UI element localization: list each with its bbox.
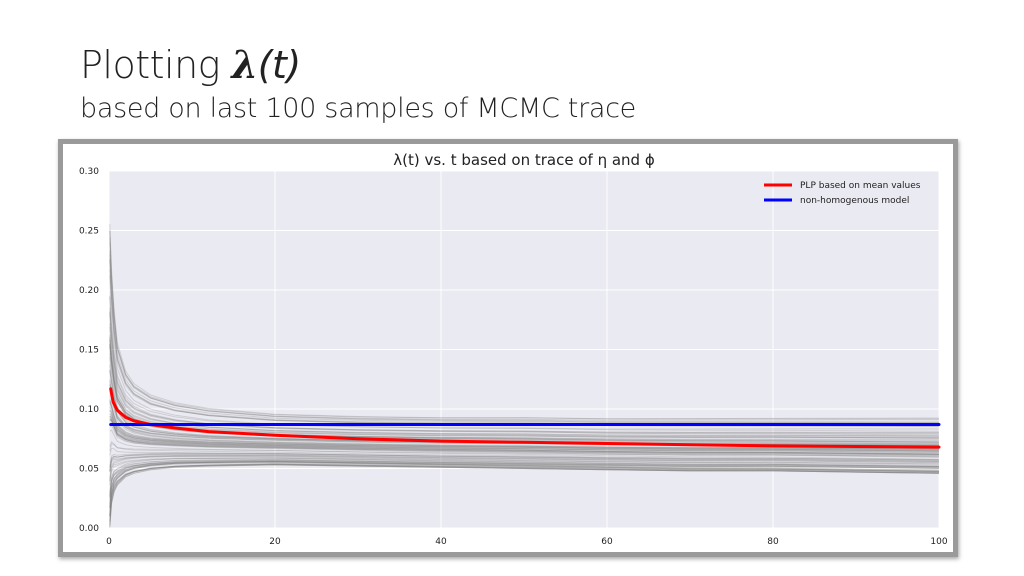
trace-line xyxy=(109,419,940,455)
trace-line xyxy=(109,406,940,453)
trace-line xyxy=(109,415,940,452)
trace-line xyxy=(109,440,940,461)
trace-line xyxy=(109,459,940,493)
trace-line xyxy=(109,452,940,467)
trace-line xyxy=(109,463,940,520)
legend-label: PLP based on mean values xyxy=(800,181,921,191)
x-tick-label: 100 xyxy=(930,537,947,547)
trace-line xyxy=(109,463,940,528)
y-tick-label: 0.25 xyxy=(79,227,99,237)
trace-line xyxy=(109,458,940,501)
x-tick-label: 80 xyxy=(767,537,779,547)
trace-line xyxy=(109,413,940,451)
trace-line xyxy=(109,419,940,452)
trace-line xyxy=(109,453,940,472)
trace-line xyxy=(109,453,940,471)
x-tick-label: 60 xyxy=(601,537,613,547)
trace-line xyxy=(109,344,940,439)
trace-line xyxy=(109,381,940,452)
trace-line xyxy=(109,460,940,517)
trace-line xyxy=(109,463,940,523)
trace-line xyxy=(109,462,940,509)
trace-line xyxy=(109,461,940,497)
trace-line xyxy=(109,415,940,458)
x-tick-label: 40 xyxy=(435,537,447,547)
trace-line xyxy=(109,296,940,430)
trace-line xyxy=(109,237,940,420)
trace-line xyxy=(109,323,940,437)
y-tick-label: 0.20 xyxy=(79,286,99,296)
chart-title: λ(t) vs. t based on trace of η and ϕ xyxy=(393,151,655,169)
trace-line xyxy=(109,275,940,432)
trace-line xyxy=(109,410,940,450)
trace-line xyxy=(109,459,940,507)
trace-line xyxy=(109,313,940,439)
slide-title-arg: (t) xyxy=(257,43,302,87)
y-tick-label: 0.30 xyxy=(79,167,99,177)
trace-line xyxy=(109,334,940,438)
trace-line xyxy=(109,460,940,496)
trace-line xyxy=(109,464,940,528)
lambda-symbol: λ xyxy=(231,42,259,87)
trace-line xyxy=(109,461,940,508)
trace-line xyxy=(109,415,940,455)
trace-line xyxy=(109,457,940,482)
trace-line xyxy=(109,409,940,455)
trace-line xyxy=(109,457,940,486)
trace-line xyxy=(109,429,940,460)
lambda-chart: 0 20 40 60 80 100 0.00 0.05 0.10 0.15 0.20 0.25 0.30… xyxy=(79,151,948,547)
trace-line xyxy=(109,223,939,420)
trace-line xyxy=(109,326,940,437)
trace-line xyxy=(109,413,940,450)
trace-line xyxy=(109,447,940,462)
trace-line xyxy=(109,250,939,424)
trace-line xyxy=(109,461,940,498)
trace-line xyxy=(109,401,940,455)
trace-line xyxy=(109,455,940,482)
legend-label: non-homogenous model xyxy=(800,196,909,206)
series-line-plp-based-on-mean-values xyxy=(109,387,941,449)
trace-line xyxy=(109,390,940,450)
y-tick-label: 0.05 xyxy=(79,465,99,475)
trace-line xyxy=(109,419,940,456)
y-tick-label: 0.00 xyxy=(79,524,99,534)
x-tick-label: 0 xyxy=(106,537,112,547)
trace-line xyxy=(109,461,940,505)
x-tick-label: 20 xyxy=(269,537,281,547)
y-tick-label: 0.10 xyxy=(79,405,99,415)
trace-line xyxy=(109,230,940,424)
trace-line xyxy=(109,464,940,526)
trace-line xyxy=(109,311,940,435)
trace-line xyxy=(109,417,940,457)
slide-subtitle: based on last 100 samples of MCMC trace xyxy=(80,93,636,124)
trace-line xyxy=(109,464,940,516)
trace-line xyxy=(109,383,940,450)
trace-line xyxy=(109,443,940,457)
slide-title-prefix: Plotting xyxy=(80,43,232,87)
trace-line xyxy=(109,460,940,515)
trace-line xyxy=(109,454,940,480)
y-tick-label: 0.15 xyxy=(79,346,99,356)
trace-line xyxy=(109,454,940,468)
trace-line xyxy=(109,242,940,421)
trace-line xyxy=(109,463,940,525)
slide-title: Plotting λ(t) xyxy=(80,42,301,87)
trace-line xyxy=(109,464,940,516)
trace-line xyxy=(109,461,940,517)
trace-line xyxy=(109,455,940,473)
trace-line xyxy=(109,424,940,456)
trace-line xyxy=(109,459,940,508)
trace-line xyxy=(109,419,940,458)
trace-line xyxy=(109,336,940,439)
trace-line xyxy=(109,230,940,423)
trace-line xyxy=(109,460,940,517)
trace-line xyxy=(109,455,940,472)
trace-line xyxy=(109,418,940,455)
trace-line xyxy=(109,463,940,522)
trace-line xyxy=(109,457,940,497)
figure-frame: 0 20 40 60 80 100 0.00 0.05 0.10 0.15 0.20 0.25 0.30… xyxy=(58,139,958,557)
